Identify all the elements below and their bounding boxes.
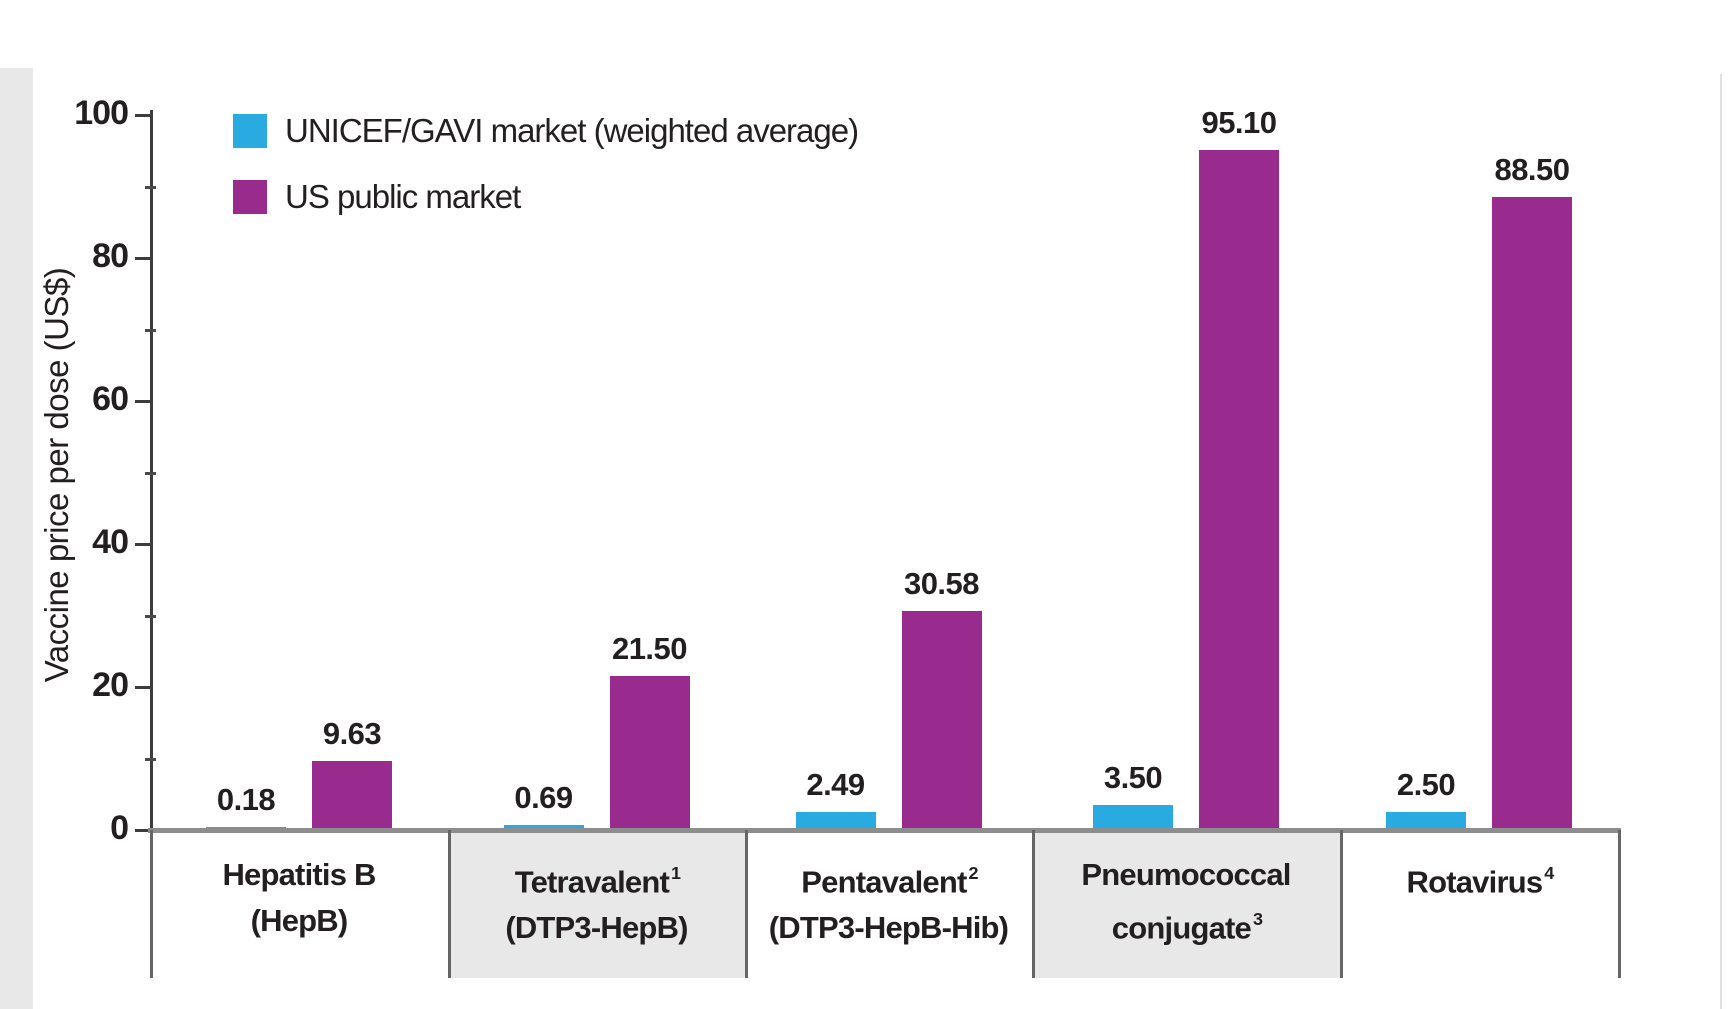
y-tick-60	[135, 400, 152, 403]
bar-value-label-pentavalent-unicef-gavi: 2.49	[806, 767, 865, 803]
category-box-pneumococcal	[1035, 833, 1340, 978]
category-label-pentavalent: Pentavalent 2 (DTP3-HepB-Hib)	[768, 863, 1009, 946]
y-axis-title: Vaccine price per dose (US$)	[38, 267, 75, 683]
category-box-tetravalent	[451, 833, 745, 978]
y-tick-label-40: 40	[92, 523, 129, 561]
y-minor-tick-50	[145, 471, 156, 475]
category-divider-1	[448, 830, 451, 978]
bar-value-label-pneumococcal-unicef-gavi: 3.50	[1103, 759, 1163, 795]
legend: UNICEF/GAVI market (weighted average) US…	[233, 112, 859, 244]
bar-value-label-pentavalent-us-public: 30.58	[903, 566, 980, 602]
bar-unicef-gavi-rotavirus	[1386, 812, 1466, 830]
category-divider-5	[1618, 830, 1621, 978]
category-label-rotavirus: Rotavirus 4	[1406, 863, 1555, 900]
bar-unicef-gavi-pneumococcal	[1093, 804, 1173, 830]
y-tick-0	[135, 829, 152, 832]
y-tick-20	[135, 686, 152, 689]
x-axis-baseline	[148, 828, 1621, 833]
y-minor-tick-90	[145, 185, 156, 189]
bar-unicef-gavi-tetravalent	[503, 825, 584, 830]
legend-swatch-us-public-icon	[233, 180, 267, 214]
bar-value-label-hepatitis-b-unicef-gavi: 0.18	[216, 782, 276, 817]
y-minor-tick-30	[145, 614, 156, 618]
category-label-hepatitis-b: Hepatitis B (HepB)	[222, 857, 376, 938]
y-tick-label-20: 20	[92, 666, 129, 704]
bar-value-label-hepatitis-b-us-public: 9.63	[322, 716, 382, 752]
legend-item-us-public: US public market	[233, 178, 858, 216]
y-tick-40	[135, 543, 152, 546]
y-tick-100	[135, 114, 152, 117]
bar-value-label-tetravalent-unicef-gavi: 0.69	[514, 780, 573, 816]
category-label-tetravalent: Tetravalent 1 (DTP3-HepB)	[505, 863, 688, 946]
y-tick-label-100: 100	[74, 94, 129, 132]
page-left-gray-strip	[0, 68, 33, 1009]
bar-us-public-pneumococcal	[1199, 150, 1279, 830]
category-divider-4	[1340, 830, 1343, 978]
bar-value-label-rotavirus-us-public: 88.50	[1494, 152, 1570, 188]
page-right-edge-line	[1720, 74, 1722, 1009]
category-divider-0	[150, 830, 153, 978]
bar-us-public-hepatitis-b	[312, 761, 392, 830]
bar-unicef-gavi-pentavalent	[795, 812, 876, 830]
bar-value-label-tetravalent-us-public: 21.50	[611, 631, 688, 667]
y-minor-tick-10	[145, 757, 156, 761]
legend-swatch-unicef-gavi-icon	[233, 114, 267, 148]
bar-us-public-tetravalent	[609, 676, 690, 830]
category-divider-3	[1032, 830, 1035, 978]
category-divider-2	[745, 830, 748, 978]
y-tick-label-60: 60	[92, 380, 129, 418]
category-label-pneumococcal: Pneumococcal conjugate 3	[1081, 857, 1291, 946]
y-tick-label-0: 0	[110, 809, 129, 847]
y-tick-label-80: 80	[92, 237, 129, 275]
legend-label-us-public: US public market	[285, 178, 521, 215]
bar-us-public-pentavalent	[901, 611, 982, 830]
y-minor-tick-70	[145, 328, 156, 332]
bar-value-label-pneumococcal-us-public: 95.10	[1201, 105, 1277, 141]
bar-us-public-rotavirus	[1492, 197, 1572, 830]
legend-label-unicef-gavi: UNICEF/GAVI market (weighted average)	[285, 112, 859, 149]
y-tick-80	[135, 257, 152, 260]
bar-value-label-rotavirus-unicef-gavi: 2.50	[1396, 767, 1456, 803]
legend-item-unicef-gavi: UNICEF/GAVI market (weighted average)	[233, 112, 859, 150]
